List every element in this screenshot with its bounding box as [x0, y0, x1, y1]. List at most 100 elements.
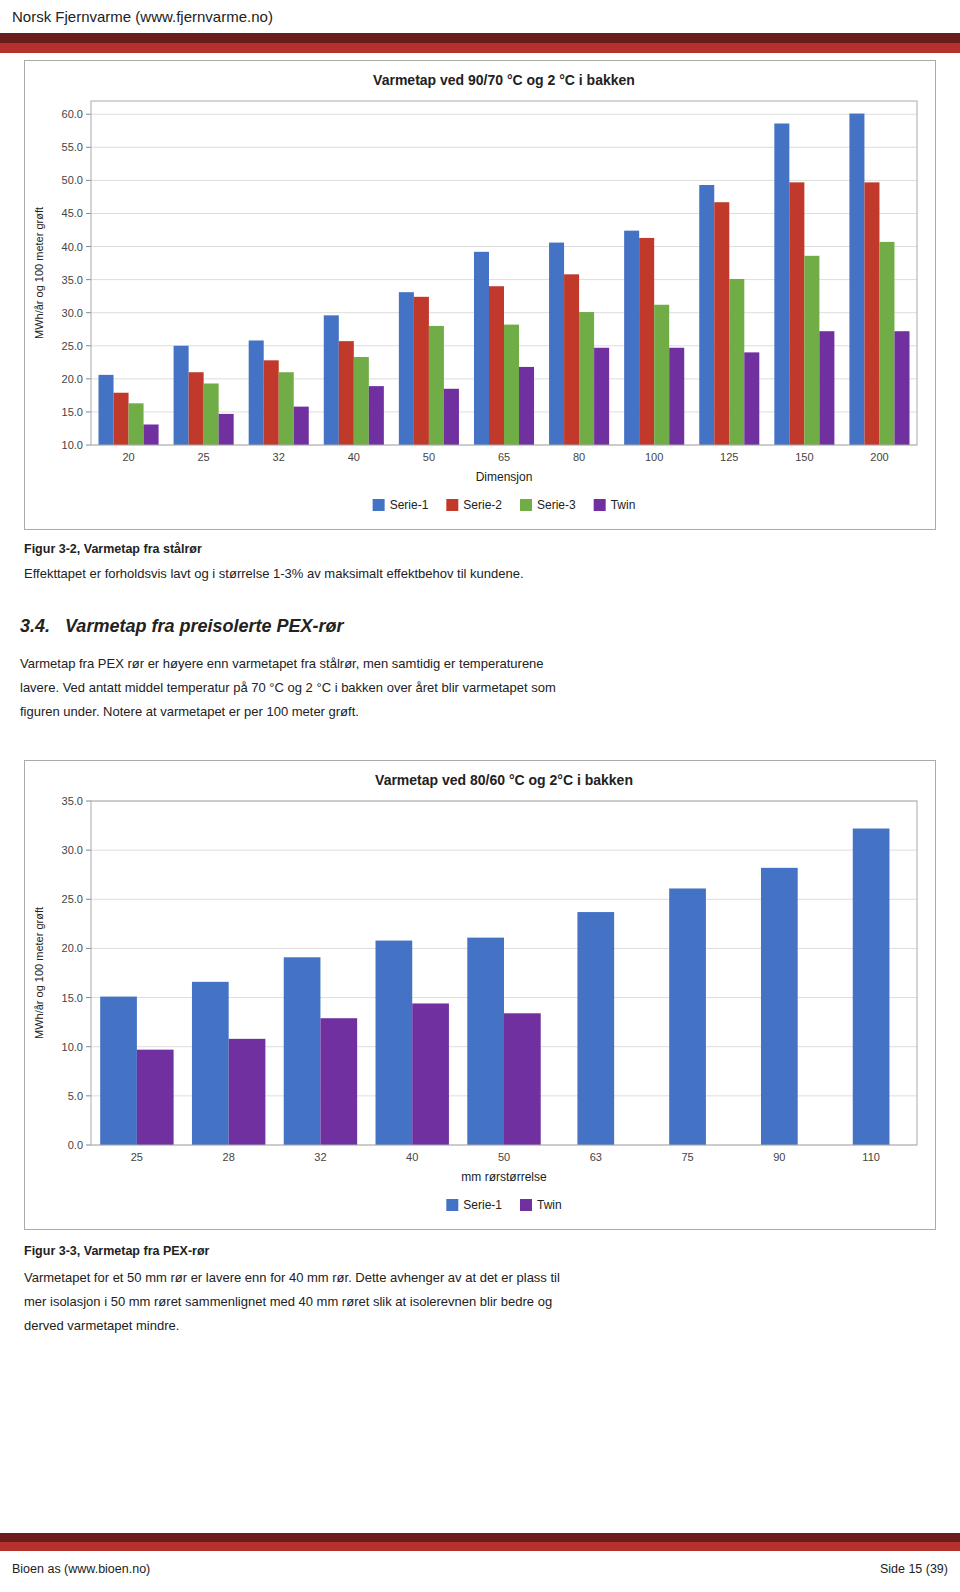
chart-title: Varmetap ved 80/60 °C og 2°C i bakken: [375, 772, 633, 788]
x-tick-label: 75: [681, 1151, 693, 1163]
chart-1: Varmetap ved 80/60 °C og 2°C i bakken 0.0…: [25, 761, 935, 1229]
bar: [354, 357, 369, 445]
bar: [100, 997, 137, 1145]
x-tick-label: 63: [590, 1151, 602, 1163]
chart-title: Varmetap ved 90/70 °C og 2 °C i bakken: [373, 72, 635, 88]
legend-label: Serie-1: [390, 498, 429, 512]
chart-0: Varmetap ved 90/70 °C og 2 °C i bakken 10…: [25, 61, 935, 529]
bar: [99, 375, 114, 445]
footer-left: Bioen as (www.bioen.no): [12, 1562, 150, 1576]
y-tick: [86, 1046, 91, 1047]
legend-swatch: [594, 499, 606, 511]
x-tick-label: 25: [131, 1151, 143, 1163]
bar: [519, 367, 534, 445]
y-tick-label: 35.0: [62, 274, 83, 286]
y-tick-label: 35.0: [62, 795, 83, 807]
y-tick-label: 10.0: [62, 1041, 83, 1053]
bar: [444, 389, 459, 445]
x-tick-label: 100: [645, 451, 663, 463]
legend-swatch: [520, 499, 532, 511]
bar: [594, 348, 609, 445]
y-tick: [86, 213, 91, 214]
legend-swatch: [446, 499, 458, 511]
bar: [249, 340, 264, 445]
y-tick: [86, 279, 91, 280]
legend: Serie-1 Serie-2 Serie-3 Twin: [373, 498, 636, 512]
y-tick-label: 40.0: [62, 241, 83, 253]
y-tick-label: 30.0: [62, 844, 83, 856]
bar: [849, 114, 864, 445]
legend-label: Serie-3: [537, 498, 576, 512]
bar: [729, 279, 744, 445]
y-tick-label: 45.0: [62, 207, 83, 219]
legend-label: Twin: [611, 498, 636, 512]
bar: [624, 231, 639, 445]
grid-line: [91, 114, 917, 115]
bar: [279, 372, 294, 445]
y-tick: [86, 445, 91, 446]
y-tick: [86, 147, 91, 148]
legend-label: Serie-2: [463, 498, 502, 512]
x-tick-label: 40: [406, 1151, 418, 1163]
y-tick: [86, 1145, 91, 1146]
bar: [144, 424, 159, 445]
legend-swatch: [520, 1199, 532, 1211]
section-header: 3.4. Varmetap fra preisolerte PEX-rør: [20, 616, 343, 637]
bar: [564, 274, 579, 445]
y-tick: [86, 801, 91, 802]
header-bar-dark: [0, 33, 960, 43]
legend-swatch: [373, 499, 385, 511]
y-tick: [86, 312, 91, 313]
x-tick-label: 200: [870, 451, 888, 463]
x-tick-label: 150: [795, 451, 813, 463]
y-tick: [86, 997, 91, 998]
x-tick-label: 125: [720, 451, 738, 463]
bar: [774, 123, 789, 445]
x-tick-label: 40: [348, 451, 360, 463]
legend-item: Serie-3: [520, 498, 576, 512]
page-title: Norsk Fjernvarme (www.fjernvarme.no): [12, 8, 273, 25]
bar: [577, 912, 614, 1145]
chart-box: Varmetap ved 80/60 °C og 2°C i bakken 0.0…: [24, 760, 936, 1230]
bar: [579, 312, 594, 445]
paragraph-line: Varmetap fra PEX rør er høyere enn varme…: [20, 656, 544, 671]
bar: [229, 1039, 266, 1145]
bar: [699, 185, 714, 445]
bar: [369, 386, 384, 445]
x-tick-label: 80: [573, 451, 585, 463]
legend-item: Serie-1: [373, 498, 429, 512]
legend-swatch: [446, 1199, 458, 1211]
y-tick-label: 0.0: [68, 1139, 83, 1151]
y-tick: [86, 114, 91, 115]
legend-item: Twin: [520, 1198, 562, 1212]
bar: [284, 957, 321, 1145]
paragraph-line: figuren under. Notere at varmetapet er p…: [20, 704, 359, 719]
y-tick-label: 20.0: [62, 942, 83, 954]
y-tick-label: 55.0: [62, 141, 83, 153]
bar: [204, 383, 219, 445]
figure-caption: Figur 3-3, Varmetap fra PEX-rør: [24, 1244, 209, 1258]
bar: [294, 407, 309, 445]
grid-line: [91, 180, 917, 181]
bar: [819, 331, 834, 445]
x-tick-label: 50: [423, 451, 435, 463]
bar: [324, 315, 339, 445]
bar: [761, 868, 798, 1145]
y-tick: [86, 899, 91, 900]
x-tick-label: 65: [498, 451, 510, 463]
y-axis-label: MWh/år og 100 meter grøft: [33, 907, 45, 1039]
legend-label: Twin: [537, 1198, 562, 1212]
y-tick-label: 25.0: [62, 340, 83, 352]
legend: Serie-1 Twin: [446, 1198, 561, 1212]
bar: [339, 341, 354, 445]
y-axis-label: MWh/år og 100 meter grøft: [33, 207, 45, 339]
legend-label: Serie-1: [463, 1198, 502, 1212]
x-tick-label: 20: [122, 451, 134, 463]
y-tick-label: 15.0: [62, 406, 83, 418]
bar: [114, 393, 129, 445]
y-tick-label: 10.0: [62, 439, 83, 451]
bar: [174, 346, 189, 445]
y-tick: [86, 378, 91, 379]
bar: [549, 243, 564, 445]
x-tick-label: 50: [498, 1151, 510, 1163]
